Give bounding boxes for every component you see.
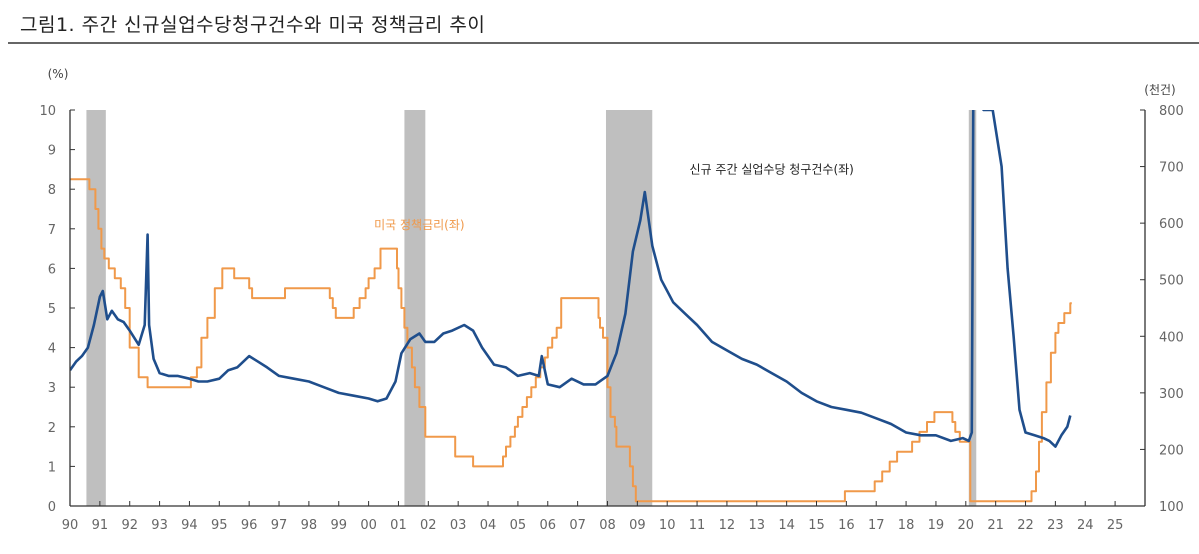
x-tick-label: 17 <box>868 518 885 533</box>
right-tick-label: 400 <box>1159 330 1184 345</box>
x-tick-label: 05 <box>510 518 527 533</box>
x-tick-label: 02 <box>420 518 437 533</box>
left-tick-label: 9 <box>48 144 56 159</box>
recession-band <box>86 110 106 506</box>
x-tick-label: 91 <box>92 518 109 533</box>
x-tick-label: 11 <box>689 518 706 533</box>
right-tick-label: 200 <box>1159 443 1184 458</box>
right-tick-label: 700 <box>1159 161 1184 176</box>
right-axis-unit: (천건) <box>1144 82 1175 97</box>
x-tick-label: 25 <box>1107 518 1124 533</box>
x-tick-label: 90 <box>62 518 79 533</box>
x-tick-label: 21 <box>987 518 1004 533</box>
x-tick-label: 98 <box>301 518 318 533</box>
left-tick-label: 5 <box>48 302 56 317</box>
x-tick-label: 14 <box>778 518 795 533</box>
x-tick-label: 16 <box>838 518 855 533</box>
left-tick-label: 10 <box>39 104 56 119</box>
x-tick-label: 00 <box>360 518 377 533</box>
x-tick-label: 23 <box>1047 518 1064 533</box>
x-tick-label: 07 <box>569 518 586 533</box>
x-tick-label: 04 <box>480 518 497 533</box>
x-tick-label: 94 <box>181 518 198 533</box>
left-tick-label: 7 <box>48 223 56 238</box>
x-tick-label: 96 <box>241 518 258 533</box>
x-tick-label: 99 <box>330 518 347 533</box>
x-tick-label: 24 <box>1077 518 1094 533</box>
x-tick-label: 20 <box>958 518 975 533</box>
recession-band <box>605 110 653 506</box>
left-tick-label: 2 <box>48 421 56 436</box>
right-tick-label: 500 <box>1159 274 1184 289</box>
series-lines <box>70 110 1072 503</box>
right-tick-label: 800 <box>1159 104 1184 119</box>
x-tick-label: 08 <box>599 518 616 533</box>
right-tick-label: 100 <box>1159 500 1184 515</box>
x-tick-label: 12 <box>719 518 736 533</box>
left-tick-label: 1 <box>48 460 56 475</box>
recession-band <box>404 110 426 506</box>
left-tick-label: 4 <box>48 342 56 357</box>
x-tick-label: 97 <box>271 518 288 533</box>
right-tick-label: 600 <box>1159 217 1184 232</box>
left-axis-unit: (%) <box>48 67 69 81</box>
title-divider <box>8 42 1199 44</box>
x-tick-label: 18 <box>898 518 915 533</box>
x-tick-label: 15 <box>808 518 825 533</box>
left-tick-label: 3 <box>48 381 56 396</box>
left-tick-label: 6 <box>48 262 56 277</box>
series-annotation: 미국 정책금리(좌) <box>374 217 464 232</box>
x-tick-label: 06 <box>539 518 556 533</box>
x-tick-label: 01 <box>390 518 407 533</box>
x-tick-label: 03 <box>450 518 467 533</box>
jobless-claims-line <box>70 110 1072 448</box>
x-tick-label: 19 <box>928 518 945 533</box>
series-annotation: 신규 주간 실업수당 청구건수(좌) <box>690 162 854 176</box>
x-tick-label: 92 <box>121 518 138 533</box>
x-tick-label: 09 <box>629 518 646 533</box>
x-tick-label: 22 <box>1017 518 1034 533</box>
right-tick-label: 300 <box>1159 387 1184 402</box>
figure-title: 그림1. 주간 신규실업수당청구건수와 미국 정책금리 추이 <box>20 14 486 36</box>
x-tick-label: 10 <box>659 518 676 533</box>
left-tick-label: 8 <box>48 183 56 198</box>
x-tick-label: 13 <box>749 518 766 533</box>
annotations: 미국 정책금리(좌) 신규 주간 실업수당 청구건수(좌) <box>374 162 854 231</box>
policy-rate-line <box>70 178 1072 503</box>
left-tick-label: 0 <box>48 500 56 515</box>
x-tick-label: 95 <box>211 518 228 533</box>
x-tick-label: 93 <box>151 518 168 533</box>
